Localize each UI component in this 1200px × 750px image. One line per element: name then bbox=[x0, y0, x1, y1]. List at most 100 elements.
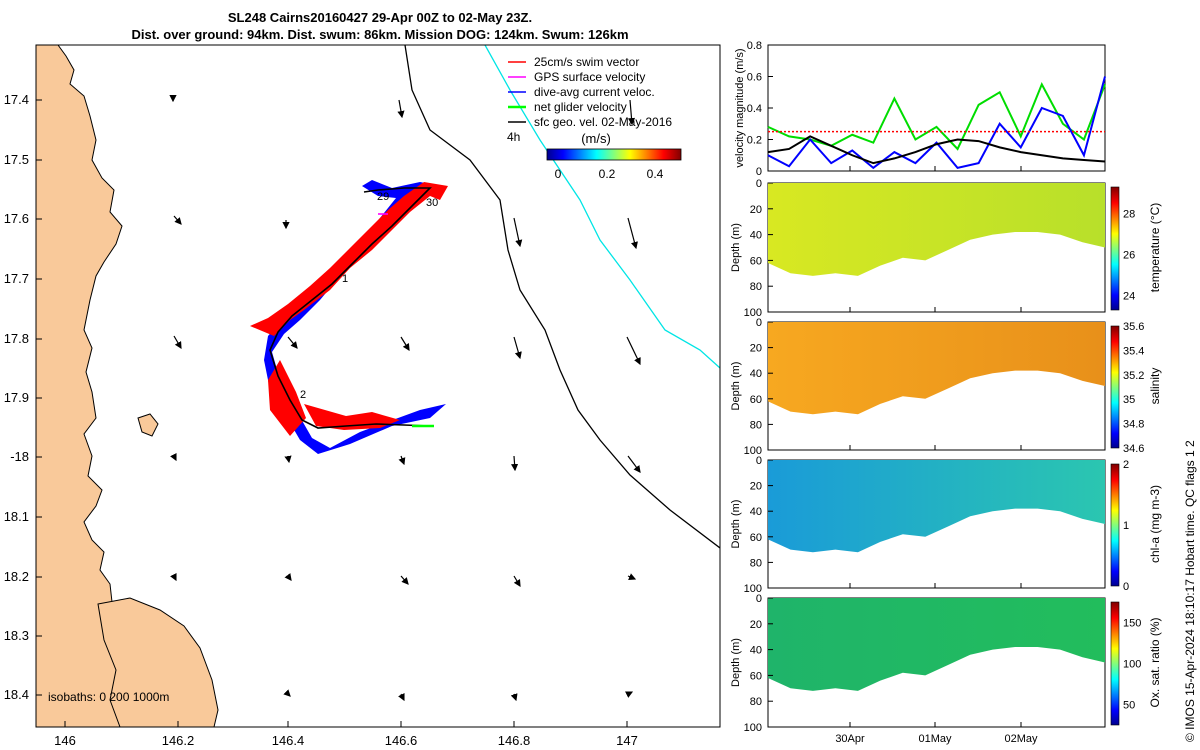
legend-entry: net glider velocity bbox=[534, 100, 627, 114]
map-x-tick-label: 146 bbox=[54, 733, 76, 748]
colorbar-tick-label: 26 bbox=[1123, 250, 1135, 262]
legend-entry: 25cm/s swim vector bbox=[534, 55, 639, 69]
credit-text: © IMOS 15-Apr-2024 18:10:17 Hobart time.… bbox=[1183, 440, 1197, 742]
colorbar-variable-label: chl-a (mg m-3) bbox=[1148, 485, 1162, 563]
legend-entry: GPS surface velocity bbox=[534, 70, 645, 84]
variable-colorbar bbox=[1110, 463, 1120, 587]
velocity-y-tick-label: 0.6 bbox=[747, 72, 762, 84]
depth-y-tick-label: 100 bbox=[744, 307, 762, 319]
depth-y-tick-label: 20 bbox=[750, 343, 762, 355]
colorbar-tick-label: 150 bbox=[1123, 618, 1141, 630]
map-x-tick-label: 146.6 bbox=[385, 733, 418, 748]
track-day-label: 1 bbox=[342, 273, 348, 285]
depth-y-tick-label: 40 bbox=[750, 645, 762, 657]
swim-vector-fan bbox=[250, 182, 448, 436]
depth-y-axis-label: Depth (m) bbox=[730, 362, 742, 411]
map-y-tick-label: 17.9 bbox=[4, 390, 29, 405]
map-y-tick-label: 17.5 bbox=[4, 152, 29, 167]
map-x-tick-label: 146.8 bbox=[498, 733, 531, 748]
depth-y-tick-label: 80 bbox=[750, 557, 762, 569]
velocity-y-tick-label: 0.4 bbox=[747, 103, 762, 115]
variable-colorbar bbox=[1110, 186, 1120, 311]
velocity-y-tick-label: 0.8 bbox=[747, 40, 762, 52]
depth-y-tick-label: 20 bbox=[750, 481, 762, 493]
small-island bbox=[137, 413, 159, 437]
colorbar-tick-label: 1 bbox=[1123, 520, 1129, 532]
glider-track: 29 30 1 2 bbox=[250, 180, 448, 454]
depth-y-tick-label: 40 bbox=[750, 368, 762, 380]
colorbar-tick-label: 34.6 bbox=[1123, 443, 1144, 455]
depth-y-tick-label: 60 bbox=[750, 394, 762, 406]
variable-colorbar bbox=[1110, 325, 1120, 449]
velocity-y-axis-label: velocity magnitude (m/s) bbox=[734, 48, 746, 167]
depth-y-tick-label: 100 bbox=[744, 445, 762, 457]
map-x-tick-label: 146.4 bbox=[272, 733, 305, 748]
track-day-label: 2 bbox=[300, 389, 306, 401]
map-x-tick-label: 147 bbox=[616, 733, 638, 748]
depth-y-tick-label: 0 bbox=[756, 317, 762, 329]
depth-y-tick-label: 0 bbox=[756, 178, 762, 190]
colorbar-tick-label: 35.6 bbox=[1123, 321, 1144, 333]
time-axis-label: 02May bbox=[1004, 733, 1038, 745]
map-x-ticks: 146 146.2 146.4 146.6 146.8 147 bbox=[54, 721, 638, 748]
colorbar-tick-label: 35 bbox=[1123, 394, 1135, 406]
map-y-tick-label: 18.1 bbox=[4, 509, 29, 524]
depth-y-axis-label: Depth (m) bbox=[730, 500, 742, 549]
colorbar-tick-label: 35.4 bbox=[1123, 345, 1144, 357]
depth-y-tick-label: 20 bbox=[750, 619, 762, 631]
depth-y-tick-label: 100 bbox=[744, 583, 762, 595]
track-day-label: 29 bbox=[377, 191, 389, 203]
velocity-series-line bbox=[767, 135, 1106, 165]
map-x-tick-label: 146.2 bbox=[162, 733, 195, 748]
legend-4h: 4h bbox=[507, 130, 520, 144]
net-glider-path bbox=[269, 187, 432, 429]
map-axes-frame bbox=[35, 44, 721, 728]
legend-entry: sfc geo. vel. 02-May-2016 bbox=[534, 115, 672, 129]
colorbar-tick-label: 100 bbox=[1123, 659, 1141, 671]
depth-section-fill bbox=[768, 460, 1105, 553]
depth-y-tick-label: 60 bbox=[750, 670, 762, 682]
velocity-plot-frame bbox=[767, 44, 1106, 172]
dive-avg-current-fan bbox=[264, 180, 446, 454]
map-y-tick-label: 18.4 bbox=[4, 687, 29, 702]
depth-y-tick-label: 0 bbox=[756, 593, 762, 605]
plot-title-line-1: SL248 Cairns20160427 29-Apr 00Z to 02-Ma… bbox=[227, 10, 533, 25]
depth-y-tick-label: 0 bbox=[756, 455, 762, 467]
depth-y-tick-label: 80 bbox=[750, 281, 762, 293]
map-y-tick-label: 17.4 bbox=[4, 92, 29, 107]
southern-island bbox=[97, 597, 219, 727]
map-y-tick-label: 18.2 bbox=[4, 569, 29, 584]
depth-y-axis-label: Depth (m) bbox=[730, 638, 742, 687]
colorbar-tick-label: 24 bbox=[1123, 291, 1135, 303]
plot-title-line-2: Dist. over ground: 94km. Dist. swum: 86k… bbox=[131, 27, 629, 42]
colorbar-variable-label: Ox. sat. ratio (%) bbox=[1148, 617, 1162, 707]
colorbar-unit: (m/s) bbox=[581, 131, 611, 146]
colorbar-tick-label: 28 bbox=[1123, 209, 1135, 221]
depth-y-tick-label: 80 bbox=[750, 419, 762, 431]
colorbar-variable-label: salinity bbox=[1148, 368, 1162, 405]
depth-y-tick-label: 40 bbox=[750, 506, 762, 518]
depth-y-tick-label: 100 bbox=[744, 722, 762, 734]
colorbar-tick-label: 0 bbox=[1123, 581, 1129, 593]
colorbar-tick-label: 34.8 bbox=[1123, 419, 1144, 431]
depth-section-fill bbox=[768, 322, 1105, 415]
colorbar-tick-label: 2 bbox=[1123, 459, 1129, 471]
velocity-y-tick-label: 0 bbox=[756, 166, 762, 178]
velocity-series-line bbox=[767, 76, 1106, 170]
map-y-tick-label: 18.3 bbox=[4, 628, 29, 643]
colorbar-tick: 0.4 bbox=[647, 167, 664, 181]
map-legend: 25cm/s swim vector GPS surface velocity … bbox=[507, 55, 672, 144]
map-y-tick-label: 17.8 bbox=[4, 331, 29, 346]
map-y-tick-label: 17.6 bbox=[4, 211, 29, 226]
variable-colorbar bbox=[1110, 601, 1120, 726]
depth-section-fill bbox=[768, 598, 1105, 691]
colorbar-variable-label: temperature (°C) bbox=[1148, 203, 1162, 293]
glider-track-map: 29 30 1 2 25cm/s swim vector GPS surface… bbox=[4, 44, 721, 748]
time-axis-label: 01May bbox=[918, 733, 952, 745]
depth-y-tick-label: 60 bbox=[750, 532, 762, 544]
legend-entry: dive-avg current veloc. bbox=[534, 85, 655, 99]
depth-y-tick-label: 80 bbox=[750, 696, 762, 708]
surface-current-arrows bbox=[169, 95, 641, 702]
time-axis-label: 30Apr bbox=[835, 733, 865, 745]
